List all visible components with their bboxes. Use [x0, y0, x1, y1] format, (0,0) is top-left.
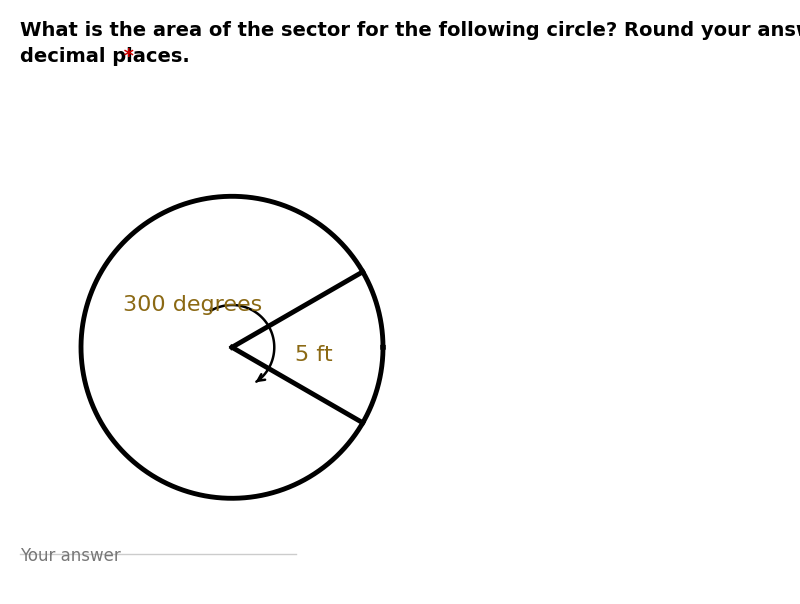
Text: decimal places.: decimal places. — [20, 47, 190, 66]
Text: 300 degrees: 300 degrees — [123, 295, 262, 315]
Text: *: * — [117, 47, 134, 66]
Text: 5 ft: 5 ft — [295, 345, 333, 365]
Text: What is the area of the sector for the following circle? Round your answer to 4: What is the area of the sector for the f… — [20, 21, 800, 40]
Text: Your answer: Your answer — [20, 547, 121, 565]
